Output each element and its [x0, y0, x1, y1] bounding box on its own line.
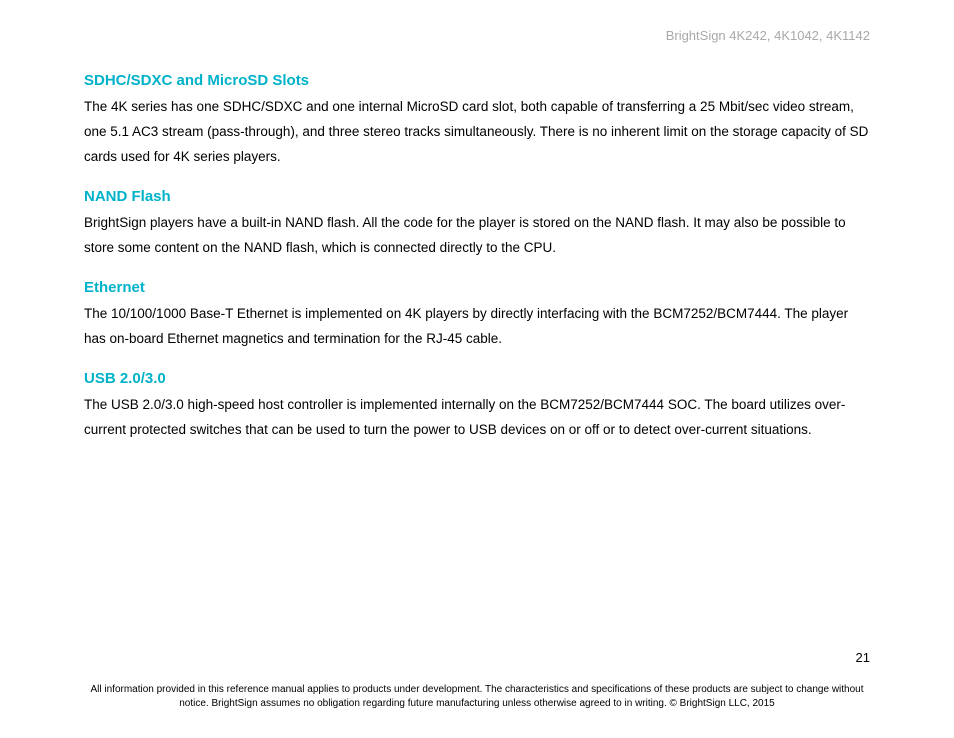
section-body: The 4K series has one SDHC/SDXC and one … [84, 95, 870, 170]
section-body: BrightSign players have a built-in NAND … [84, 211, 870, 261]
page-content: SDHC/SDXC and MicroSD Slots The 4K serie… [84, 72, 870, 443]
section-sdhc: SDHC/SDXC and MicroSD Slots The 4K serie… [84, 72, 870, 170]
section-heading: USB 2.0/3.0 [84, 370, 870, 387]
section-heading: Ethernet [84, 279, 870, 296]
section-heading: NAND Flash [84, 188, 870, 205]
header-product-line: BrightSign 4K242, 4K1042, 4K1142 [666, 28, 870, 43]
section-body: The 10/100/1000 Base-T Ethernet is imple… [84, 302, 870, 352]
section-heading: SDHC/SDXC and MicroSD Slots [84, 72, 870, 89]
section-nand-flash: NAND Flash BrightSign players have a bui… [84, 188, 870, 261]
section-usb: USB 2.0/3.0 The USB 2.0/3.0 high-speed h… [84, 370, 870, 443]
section-body: The USB 2.0/3.0 high-speed host controll… [84, 393, 870, 443]
page-number: 21 [856, 650, 870, 665]
footer-disclaimer: All information provided in this referen… [84, 683, 870, 710]
section-ethernet: Ethernet The 10/100/1000 Base-T Ethernet… [84, 279, 870, 352]
document-page: BrightSign 4K242, 4K1042, 4K1142 SDHC/SD… [0, 0, 954, 738]
